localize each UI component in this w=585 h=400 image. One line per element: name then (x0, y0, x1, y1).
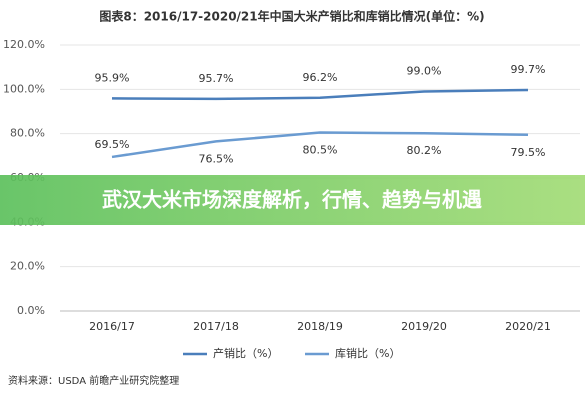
source-note: 资料来源：USDA 前瞻产业研究院整理 (8, 374, 179, 387)
banner-text: 武汉大米市场深度解析，行情、趋势与机遇 (102, 188, 482, 212)
value-label: 95.7% (199, 72, 234, 85)
value-label: 76.5% (199, 152, 234, 165)
value-label: 80.2% (407, 144, 442, 157)
chart-title: 图表8：2016/17-2020/21年中国大米产销比和库销比情况(单位：%) (99, 9, 484, 24)
y-tick-label: 20.0% (10, 260, 45, 273)
value-label: 79.5% (511, 146, 546, 159)
legend-label: 库销比（%） (335, 346, 400, 360)
legend-label: 产销比（%） (213, 346, 278, 360)
value-label: 96.2% (303, 71, 338, 84)
value-label: 80.5% (303, 144, 338, 157)
series-line (111, 88, 529, 101)
value-label: 99.7% (511, 63, 546, 76)
y-tick-label: 100.0% (3, 82, 45, 95)
x-tick-label: 2018/19 (297, 320, 343, 333)
series-line (111, 131, 529, 159)
x-tick-label: 2016/17 (89, 320, 135, 333)
y-tick-label: 120.0% (3, 38, 45, 51)
value-label: 69.5% (95, 138, 130, 151)
x-tick-label: 2019/20 (401, 320, 447, 333)
value-label: 99.0% (407, 65, 442, 78)
y-tick-label: 80.0% (10, 127, 45, 140)
x-tick-label: 2017/18 (193, 320, 239, 333)
x-tick-label: 2020/21 (505, 320, 551, 333)
banner (0, 175, 585, 225)
value-label: 95.9% (95, 71, 130, 84)
y-tick-label: 0.0% (17, 304, 45, 317)
